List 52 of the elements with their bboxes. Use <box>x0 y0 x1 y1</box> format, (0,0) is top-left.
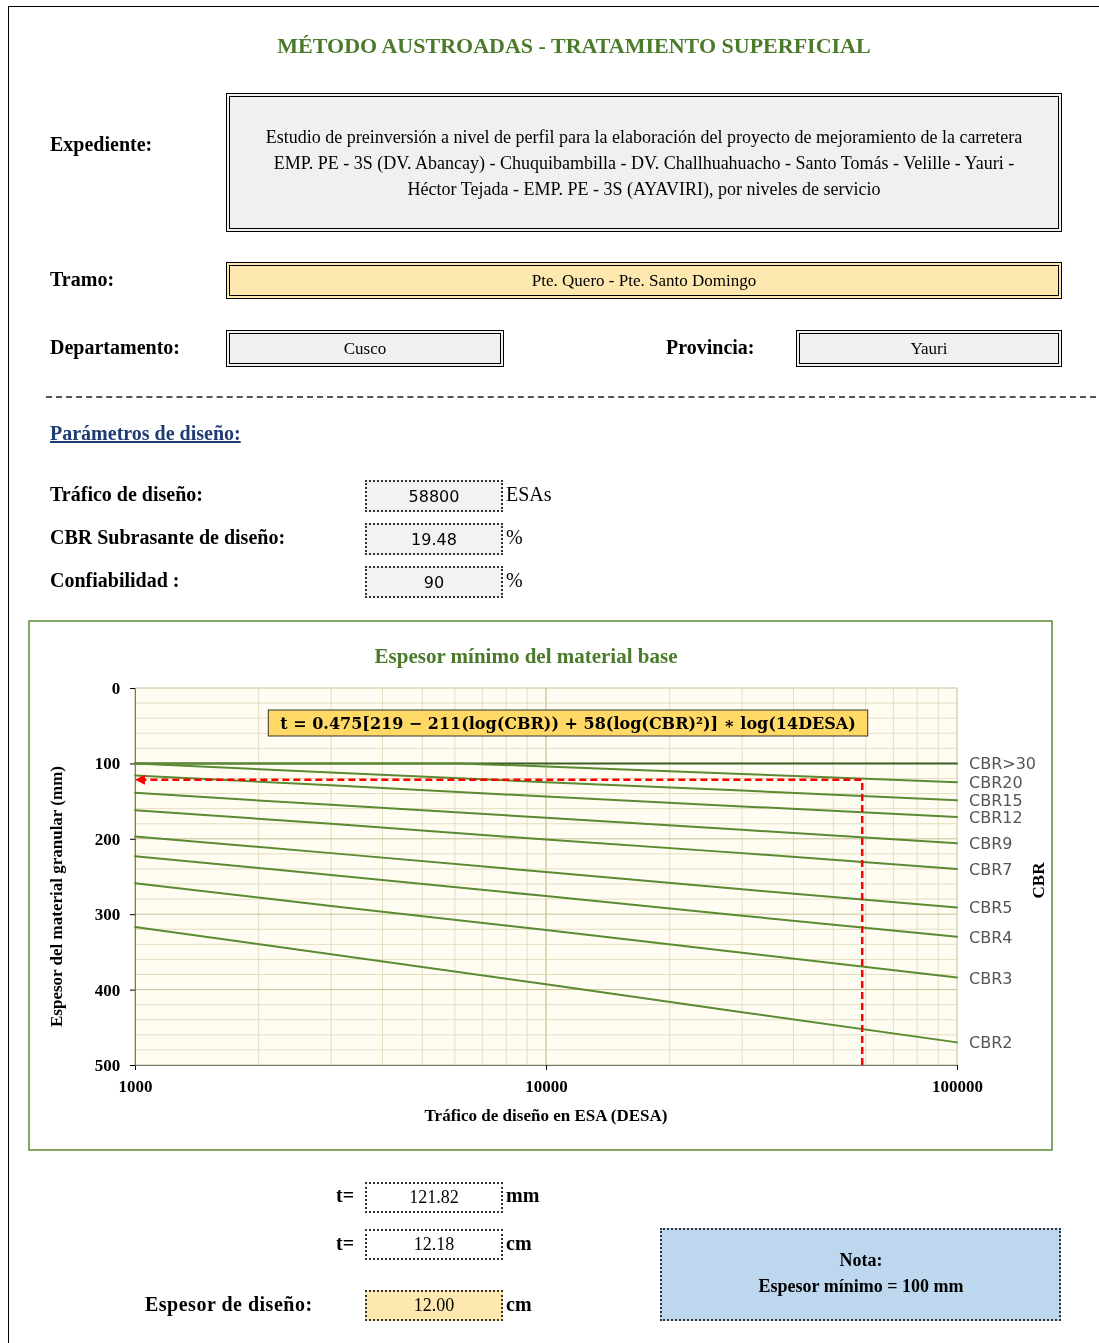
series-label: CBR7 <box>969 859 1013 879</box>
text: Estudio de preinversión a nivel de perfil para la elaboración del proyecto de mejoramiento de la carretera EMP. PE - 3S (DV. Abancay) - Chuquibambilla - DV. Challhuahuacho - Santo Tomás - Velille - Yauri - Héctor Tejada - EMP. PE - 3S (AYAVIRI), por niveles de servicio <box>226 93 1062 232</box>
text: Nota: <box>839 1250 883 1271</box>
x-tick-label: 100000 <box>932 1076 983 1096</box>
text: Parámetros de diseño: <box>50 422 241 445</box>
text: t= <box>336 1184 355 1207</box>
text: Espesor mínimo = 100 mm <box>758 1276 964 1297</box>
series-label: CBR2 <box>969 1033 1013 1053</box>
x-tick-label: 1000 <box>118 1076 153 1096</box>
y-tick-label: 100 <box>94 754 121 774</box>
text: Tráfico de diseño: <box>50 483 203 506</box>
text: 12.18 <box>365 1229 503 1260</box>
text: t= <box>336 1232 355 1255</box>
y-tick-label: 0 <box>111 678 121 698</box>
text: 58800 <box>365 480 503 512</box>
series-label: CBR5 <box>969 898 1013 918</box>
text: Provincia: <box>666 336 755 359</box>
y-tick-label: 400 <box>94 980 121 1000</box>
text: 121.82 <box>365 1182 503 1213</box>
series-label: CBR20 <box>969 773 1023 793</box>
text: Pte. Quero - Pte. Santo Domingo <box>226 262 1062 299</box>
series-label: CBR9 <box>969 834 1013 854</box>
text: 90 <box>365 566 503 598</box>
y-tick-label: 300 <box>94 905 121 925</box>
text: Departamento: <box>50 336 180 359</box>
y-axis-title: Espesor del material granular (mm) <box>47 766 66 1027</box>
x-axis-title: Tráfico de diseño en ESA (DESA) <box>424 1106 668 1125</box>
text: Tramo: <box>50 268 115 291</box>
text: Confiabilidad : <box>50 569 180 592</box>
text: % <box>506 526 523 549</box>
annotation: t = 0.475[219 − 211(log(CBR)) + 58(log(CBR)²)] ∗ log(14DESA) <box>280 714 856 733</box>
text: ESAs <box>506 483 552 506</box>
x-tick-label: 10000 <box>525 1076 568 1096</box>
text: % <box>506 569 523 592</box>
text: Expediente: <box>50 133 153 156</box>
y-tick-label: 500 <box>94 1055 121 1075</box>
text: CBR Subrasante de diseño: <box>50 526 286 549</box>
text: cm <box>506 1232 532 1255</box>
y2-axis-title: CBR <box>1029 861 1048 899</box>
text: 19.48 <box>365 523 503 555</box>
text: cm <box>506 1293 532 1316</box>
series-label: CBR4 <box>969 927 1013 947</box>
text: Cusco <box>226 330 504 367</box>
text: 12.00 <box>365 1290 503 1321</box>
text: MÉTODO AUSTROADAS - TRATAMIENTO SUPERFICIAL <box>277 33 871 59</box>
text: Espesor de diseño: <box>145 1293 313 1316</box>
text: Yauri <box>796 330 1062 367</box>
text: mm <box>506 1184 540 1207</box>
chart-title: Espesor mínimo del material base <box>374 644 678 668</box>
y-tick-label: 200 <box>94 829 121 849</box>
series-label: CBR>30 <box>969 754 1037 774</box>
series-label: CBR3 <box>969 968 1013 988</box>
